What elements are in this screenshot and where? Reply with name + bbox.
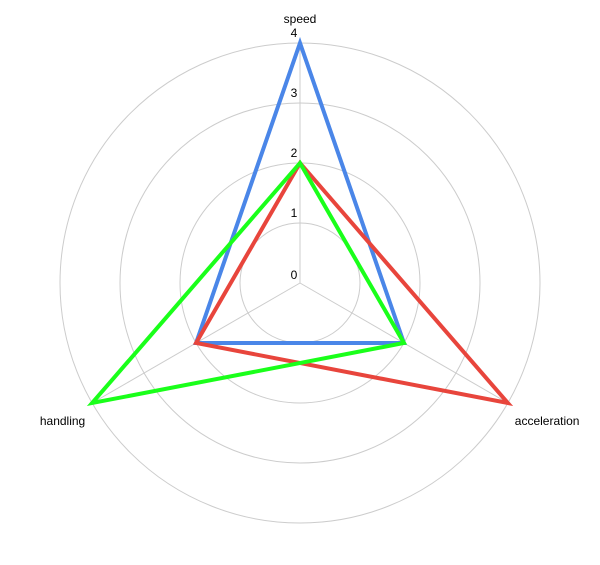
tick-label: 2 [291,146,298,160]
axis-spokes [91,43,509,404]
axis-label-acceleration: acceleration [515,414,580,428]
radial-tick-labels: 0 1 2 3 4 [291,26,298,282]
series-3-polygon [86,159,408,407]
axis-labels: speed acceleration handling [40,12,580,428]
tick-label: 0 [291,268,298,282]
tick-label: 1 [291,206,298,220]
series-1-polygon [193,36,407,345]
axis-label-handling: handling [40,414,85,428]
series-layer [86,36,514,407]
axis-label-speed: speed [284,12,317,26]
series-2-polygon [192,159,514,407]
tick-label: 3 [291,86,298,100]
tick-label: 4 [291,26,298,40]
